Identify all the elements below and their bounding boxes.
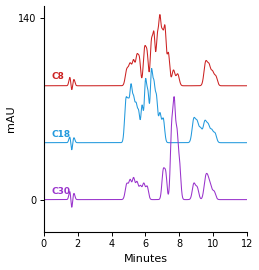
X-axis label: Minutes: Minutes (124, 254, 168, 264)
Text: C30: C30 (51, 187, 70, 196)
Text: C18: C18 (51, 130, 70, 139)
Text: C8: C8 (51, 72, 64, 80)
Y-axis label: mAU: mAU (5, 106, 16, 132)
